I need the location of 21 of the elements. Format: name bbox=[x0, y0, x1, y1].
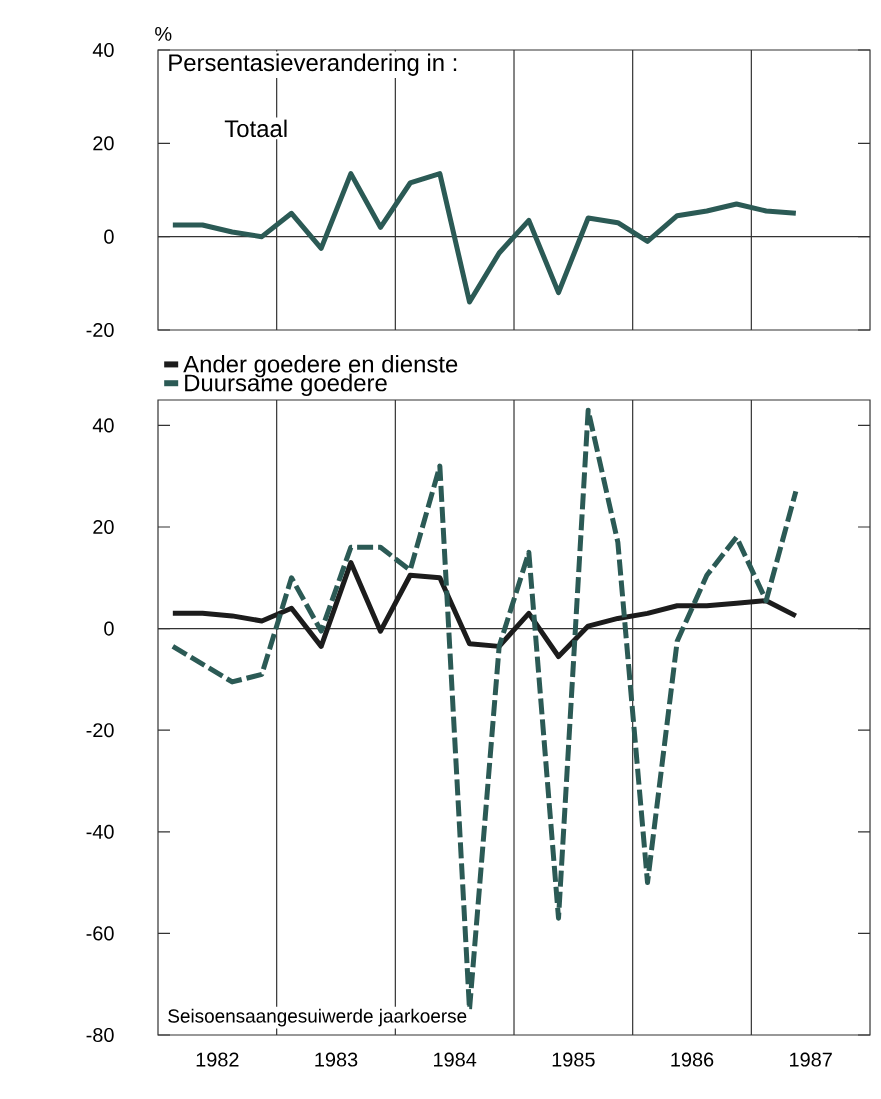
x-tick-label: 1987 bbox=[790, 1052, 832, 1067]
chart-title: Persentasieverandering in : bbox=[169, 53, 457, 76]
y-tick-label: 40 bbox=[92, 418, 114, 433]
x-tick-label: 1982 bbox=[196, 1052, 239, 1067]
x-tick-label: 1986 bbox=[671, 1052, 714, 1067]
y-tick-label: -40 bbox=[86, 824, 114, 839]
y-tick-label: -80 bbox=[86, 1027, 114, 1043]
y-tick-label: 40 bbox=[92, 42, 114, 58]
y-tick-label: -60 bbox=[86, 926, 114, 941]
x-tick-label: 1985 bbox=[552, 1052, 595, 1067]
y-tick-label: 20 bbox=[93, 136, 114, 151]
text: Totaal bbox=[224, 119, 287, 138]
y-tick-label: -20 bbox=[86, 322, 114, 338]
y-tick-label: 20 bbox=[93, 519, 114, 535]
x-tick-label: 1984 bbox=[434, 1052, 477, 1067]
annotation: Seisoensaangesuiwerde jaarkoerse bbox=[168, 1008, 467, 1027]
y-tick-label: -20 bbox=[86, 723, 114, 738]
y-axis-title: % bbox=[155, 26, 172, 41]
y-tick-label: 0 bbox=[104, 621, 114, 636]
x-tick-label: 1983 bbox=[315, 1052, 358, 1067]
y-tick-label: 0 bbox=[104, 229, 114, 244]
